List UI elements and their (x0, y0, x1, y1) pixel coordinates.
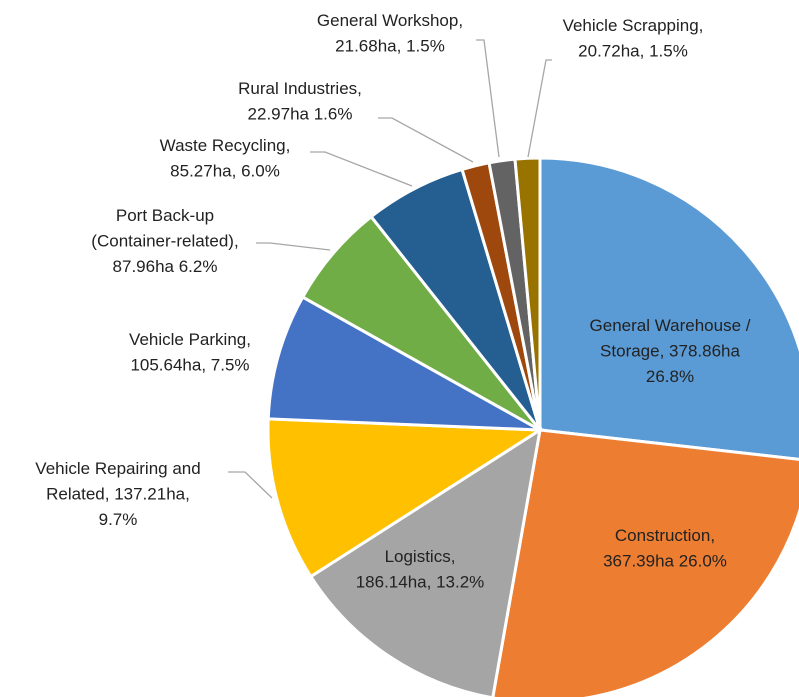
leader-line (228, 471, 273, 499)
pie-slice (491, 428, 799, 697)
label-line: 186.14ha, 13.2% (356, 573, 485, 592)
label-line: Logistics, (385, 547, 456, 566)
leader-line (310, 151, 413, 187)
leader-line (378, 117, 474, 163)
leader-line (527, 59, 552, 158)
label-line: Construction, (615, 526, 715, 545)
leader-line (256, 242, 331, 251)
label-line: General Workshop, (317, 11, 463, 30)
slice-label: General Workshop, 21.68ha, 1.5% (317, 11, 463, 56)
pie-slice (266, 417, 545, 579)
label-line: 20.72ha, 1.5% (578, 42, 688, 61)
label-line: (Container-related), (91, 232, 238, 251)
label-line: Vehicle Scrapping, (563, 16, 704, 35)
label-line: Related, 137.21ha, (46, 485, 190, 504)
label-line: 105.64ha, 7.5% (130, 356, 249, 375)
label-line: Storage, 378.86ha (600, 342, 740, 361)
slice-label: Waste Recycling, 85.27ha, 6.0% (160, 136, 291, 181)
slice-label: Vehicle Repairing and Related, 137.21ha, 9… (35, 459, 200, 529)
label-line: 26.8% (646, 367, 694, 386)
pie-slice (308, 426, 543, 697)
pie-slice (266, 295, 541, 432)
label-line: Vehicle Parking, (129, 330, 251, 349)
leader-line (476, 39, 500, 158)
pie-slice (513, 156, 542, 431)
slice-label: Vehicle Parking, 105.64ha, 7.5% (129, 330, 251, 375)
slice-label: Port Back-up (Container-related), 87.96ha … (91, 206, 238, 276)
label-line: Port Back-up (116, 206, 214, 225)
slice-label: General Warehouse / Storage, 378.86ha 26.8… (590, 316, 751, 386)
slice-label: Vehicle Scrapping, 20.72ha, 1.5% (563, 16, 704, 61)
label-line: 9.7% (99, 510, 138, 529)
label-line: Vehicle Repairing and (35, 459, 200, 478)
slice-label: Logistics, 186.14ha, 13.2% (356, 547, 485, 592)
label-line: 87.96ha 6.2% (113, 257, 218, 276)
pie-slice (538, 156, 799, 461)
label-line: Waste Recycling, (160, 136, 291, 155)
label-line: Rural Industries, (238, 79, 362, 98)
label-line: 367.39ha 26.0% (603, 552, 727, 571)
label-line: 22.97ha 1.6% (248, 105, 353, 124)
label-line: 85.27ha, 6.0% (170, 162, 280, 181)
label-line: General Warehouse / (590, 316, 751, 335)
label-line: 21.68ha, 1.5% (335, 37, 445, 56)
slice-label: Rural Industries, 22.97ha 1.6% (238, 79, 362, 124)
slice-label: Construction, 367.39ha 26.0% (603, 526, 727, 571)
